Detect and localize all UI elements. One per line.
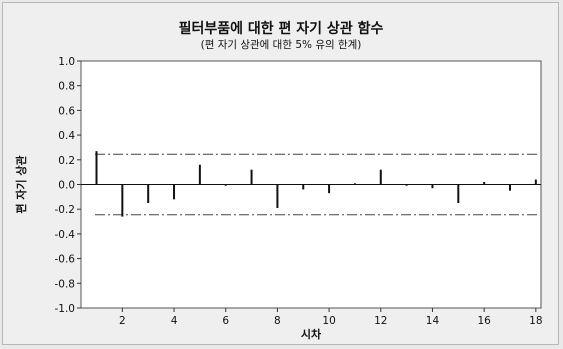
y-axis: 1.0 0.8 0.6 0.4 0.2 0.0 -0.2 -0.4 -0.6 -0.8 -1.0 [55,56,81,315]
y-tick-label: -0.2 [55,204,76,216]
x-tick-label: 4 [171,315,178,327]
y-tick-label: 0.6 [58,105,75,117]
y-tick-label: 0.2 [58,155,75,167]
y-tick-label: -0.4 [55,229,76,241]
x-axis: 2 4 6 8 10 12 14 16 18 [119,308,543,327]
x-tick-label: 10 [322,315,335,327]
chart-figure: 필터부품에 대한 편 자기 상관 함수 (편 자기 상관에 대한 5% 유의 한… [2,2,559,345]
pacf-stems [81,151,541,217]
significance-limits [95,153,537,216]
x-axis-label: 시차 [301,327,322,341]
y-tick-label: -0.6 [55,254,76,266]
y-tick-label: 0.8 [58,81,75,93]
x-tick-label: 18 [529,315,542,327]
x-tick-label: 16 [477,315,491,327]
y-tick-label: -1.0 [55,303,76,315]
x-tick-label: 6 [222,315,229,327]
chart-subtitle: (편 자기 상관에 대한 5% 유의 한계) [201,38,362,51]
x-tick-label: 8 [274,315,281,327]
y-tick-label: 1.0 [58,56,75,68]
x-tick-label: 12 [374,315,387,327]
x-tick-label: 2 [119,315,126,327]
x-tick-label: 14 [426,315,440,327]
y-axis-label: 편 자기 상관 [14,155,28,213]
y-tick-label: -0.8 [55,278,76,290]
pacf-chart: 필터부품에 대한 편 자기 상관 함수 (편 자기 상관에 대한 5% 유의 한… [14,20,543,341]
chart-title: 필터부품에 대한 편 자기 상관 함수 [179,20,384,37]
y-tick-label: 0.4 [58,130,75,142]
y-tick-label: 0.0 [58,180,75,192]
